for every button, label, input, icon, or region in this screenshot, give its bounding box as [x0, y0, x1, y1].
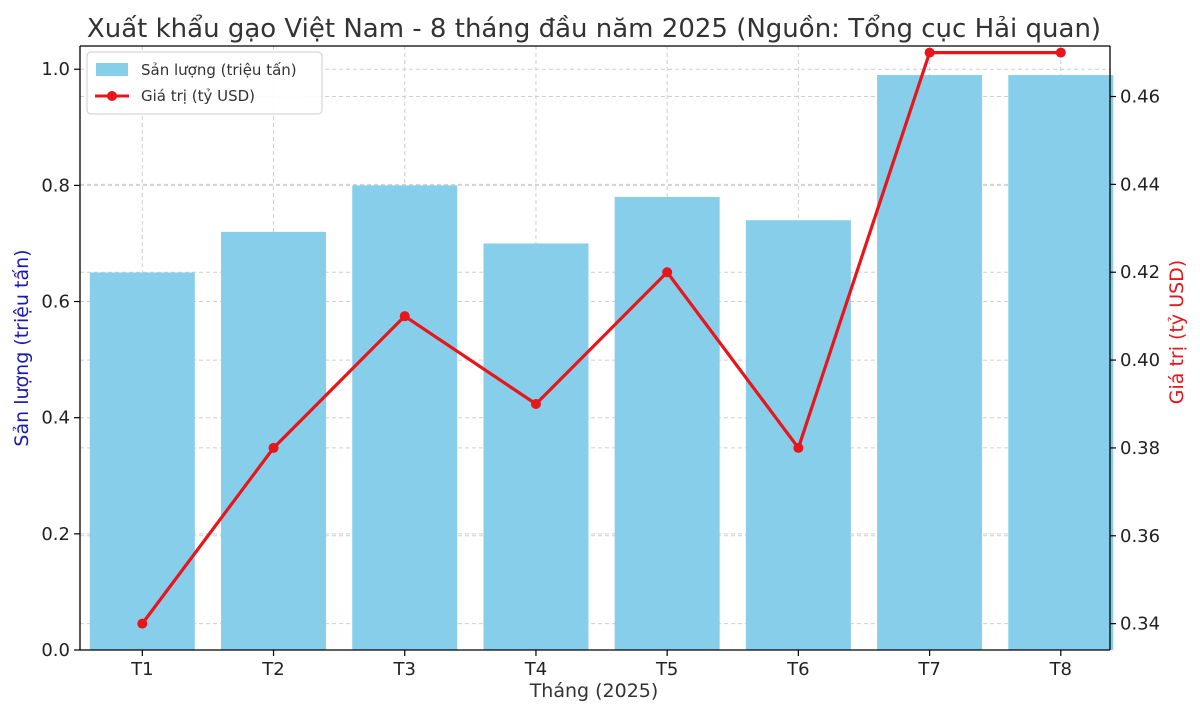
x-tick-label-T1: T1	[130, 659, 153, 680]
legend-box	[86, 51, 323, 115]
bar-T2	[221, 231, 327, 650]
y-left-axis-title: Sản lượng (triệu tấn)	[11, 249, 33, 446]
y-right-tick-label-5: 0.44	[1120, 174, 1160, 195]
chart-title: Xuất khẩu gạo Việt Nam - 8 tháng đầu năm…	[87, 13, 1101, 44]
point-T6	[793, 442, 804, 453]
y-left-tick-label-2: 0.4	[41, 408, 70, 429]
point-T3	[399, 311, 410, 322]
bar-T1	[89, 272, 195, 650]
x-tick-label-T4: T4	[524, 659, 547, 680]
x-axis-title: Tháng (2025)	[529, 680, 659, 702]
y-right-axis-title: Giá trị (tỷ USD)	[1166, 260, 1188, 404]
y-left-tick-label-3: 0.6	[41, 292, 70, 313]
legend: Sản lượng (triệu tấn) Giá trị (tỷ USD)	[86, 51, 323, 115]
x-tick-label-T5: T5	[655, 659, 678, 680]
legend-bar-label: Sản lượng (triệu tấn)	[141, 61, 297, 79]
y-right-tick-label-6: 0.46	[1120, 87, 1160, 108]
y-right-tick-label-4: 0.42	[1120, 262, 1160, 283]
y-right-tick-label-0: 0.34	[1120, 614, 1160, 635]
axes: 0.0 0.2 0.4 0.6 0.8 1.0 0.34 0.36 0.38 0.40 0.42 0.…	[41, 45, 1160, 680]
x-tick-label-T3: T3	[393, 659, 416, 680]
legend-line-label: Giá trị (tỷ USD)	[141, 87, 255, 105]
bar-series	[89, 75, 1114, 651]
line-series	[137, 47, 1066, 629]
y-left-tick-label-0: 0.0	[41, 640, 70, 661]
point-T7	[924, 47, 935, 58]
bar-T6	[745, 220, 851, 650]
point-T2	[268, 442, 279, 453]
x-tick-label-T8: T8	[1049, 659, 1072, 680]
bar-T8	[1008, 75, 1114, 651]
point-T1	[137, 618, 148, 629]
y-left-tick-label-5: 1.0	[41, 59, 70, 80]
bar-T4	[483, 243, 589, 650]
point-T4	[530, 399, 541, 410]
bar-T7	[877, 75, 983, 651]
y-left-tick-label-4: 0.8	[41, 175, 70, 196]
bar-T3	[352, 185, 458, 650]
y-right-tick-label-3: 0.40	[1120, 350, 1160, 371]
y-left-tick-label-1: 0.2	[41, 524, 70, 545]
point-T5	[662, 267, 673, 278]
legend-line-marker	[107, 91, 117, 101]
y-right-tick-label-1: 0.36	[1120, 526, 1160, 547]
legend-bar-swatch	[96, 63, 128, 76]
y-right-tick-label-2: 0.38	[1120, 438, 1160, 459]
x-tick-label-T6: T6	[786, 659, 809, 680]
bar-T5	[614, 197, 720, 650]
point-T8	[1055, 47, 1066, 58]
value-line	[141, 50, 1061, 625]
x-tick-label-T2: T2	[261, 659, 284, 680]
x-tick-label-T7: T7	[917, 659, 940, 680]
